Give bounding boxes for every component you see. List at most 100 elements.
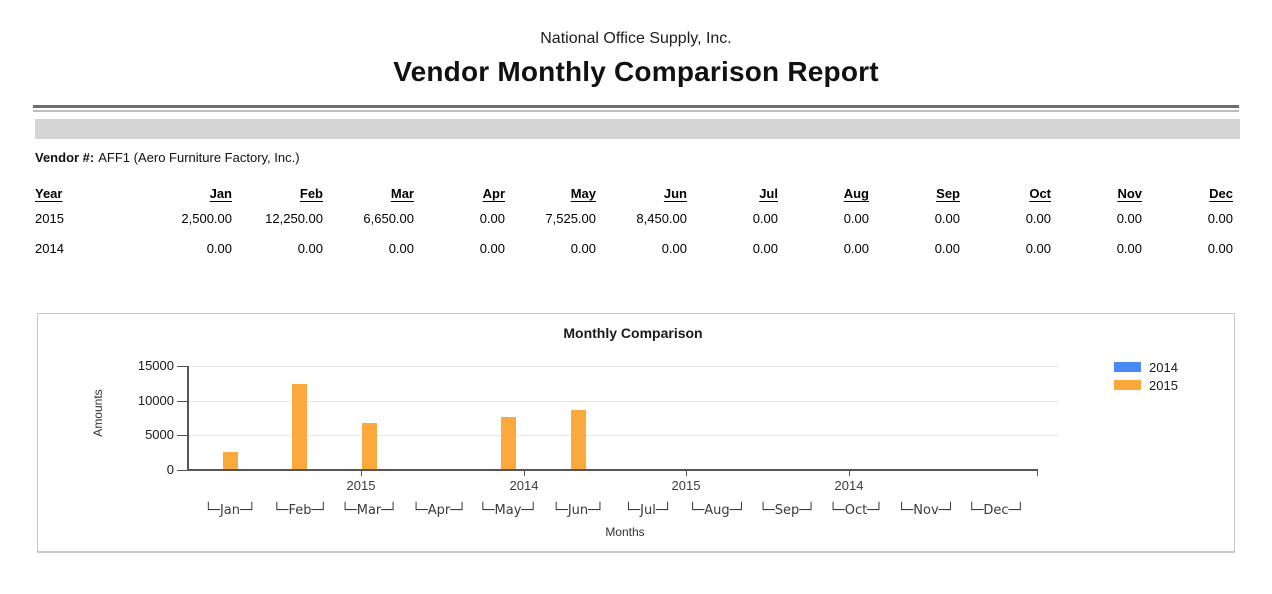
table-header-cell: May	[570, 186, 596, 201]
x-month-label: └─Jul─┘	[624, 503, 672, 518]
x-tick	[524, 471, 525, 476]
table-row: 2015 2,500.00 12,250.00 6,650.00 0.00 7,525.0…	[35, 211, 1233, 241]
x-month-label: └─Feb─┘	[272, 503, 328, 518]
bar-2015-jan	[223, 452, 238, 469]
x-month-label: └─Jan─┘	[204, 503, 256, 518]
table-header-cell: Aug	[843, 186, 869, 201]
x-axis-end-tick	[1037, 471, 1038, 476]
table-cell: 0.00	[843, 241, 869, 256]
table-header-cell: Jan	[209, 186, 232, 201]
table-cell: 8,450.00	[636, 211, 687, 226]
table-header-cell: Oct	[1029, 186, 1051, 201]
gridline	[188, 366, 1059, 367]
table-cell: 0.00	[388, 241, 414, 256]
y-tick-label: 5000	[145, 427, 174, 442]
table-cell-year: 2014	[35, 241, 64, 256]
vendor-value: AFF1 (Aero Furniture Factory, Inc.)	[98, 150, 300, 165]
gridline	[188, 435, 1059, 436]
x-axis-label: Months	[605, 525, 645, 539]
x-month-label: └─Sep─┘	[759, 503, 815, 518]
x-month-label: └─Aug─┘	[688, 503, 746, 518]
vendor-label: Vendor #:	[35, 150, 95, 165]
table-header-cell: Nov	[1117, 186, 1142, 201]
table-cell: 0.00	[934, 211, 960, 226]
bar-2015-mar	[362, 423, 377, 469]
page-title: Vendor Monthly Comparison Report	[393, 56, 879, 87]
table-cell: 2,500.00	[181, 211, 232, 226]
x-tick	[686, 471, 687, 476]
y-tick	[177, 435, 188, 436]
y-tick	[177, 470, 188, 471]
table-cell: 0.00	[752, 241, 778, 256]
legend-swatch-2014	[1114, 362, 1141, 372]
x-month-label: └─Oct─┘	[829, 503, 883, 518]
table-header-cell: Feb	[299, 186, 323, 201]
x-month-label: └─Jun─┘	[552, 503, 604, 518]
x-month-label: └─Apr─┘	[412, 503, 466, 518]
y-tick	[177, 401, 188, 402]
chart-title: Monthly Comparison	[563, 325, 703, 341]
legend-label: 2014	[1149, 359, 1178, 375]
x-month-label: └─Dec─┘	[967, 503, 1025, 518]
table-cell: 0.00	[1207, 211, 1233, 226]
table-cell: 0.00	[297, 241, 323, 256]
table-cell: 0.00	[661, 241, 687, 256]
y-axis-line	[187, 366, 189, 471]
x-year-label: 2015	[671, 478, 701, 493]
table-cell: 0.00	[1116, 241, 1142, 256]
gridline	[188, 401, 1059, 402]
table-header-cell: Mar	[390, 186, 414, 201]
chart-panel: Monthly Comparison Amounts Months 2014 20…	[37, 313, 1235, 553]
table-header-cell: Jun	[663, 186, 687, 201]
table-cell: 0.00	[570, 241, 596, 256]
monthly-table: Year Jan Feb Mar Apr May Jun Jul Aug Sep Oct Nov Dec…	[35, 186, 1233, 271]
x-tick	[361, 471, 362, 476]
legend-item: 2014	[1114, 358, 1178, 376]
x-year-label: 2014	[509, 478, 539, 493]
y-tick-label: 15000	[137, 358, 174, 373]
bar-2015-may	[501, 417, 516, 469]
company-name: National Office Supply, Inc.	[540, 30, 732, 47]
table-header-cell: Dec	[1209, 186, 1233, 201]
table-cell: 7,525.00	[545, 211, 596, 226]
table-cell: 0.00	[843, 211, 869, 226]
x-month-label: └─Mar─┘	[341, 503, 397, 518]
y-tick	[177, 366, 188, 367]
y-tick-label: 0	[166, 462, 174, 477]
bar-2015-feb	[292, 384, 307, 469]
x-year-label: 2015	[346, 478, 376, 493]
y-tick-label: 10000	[137, 393, 174, 408]
table-cell: 0.00	[752, 211, 778, 226]
table-cell: 12,250.00	[265, 211, 323, 226]
table-cell: 0.00	[479, 211, 505, 226]
table-row: 2014 0.00 0.00 0.00 0.00 0.00 0.00 0.00 0.00 0.00…	[35, 241, 1233, 271]
table-cell: 6,650.00	[363, 211, 414, 226]
table-header-cell: Sep	[936, 186, 960, 201]
table-header-cell: Year	[35, 186, 63, 201]
legend: 2014 2015	[1114, 358, 1178, 394]
x-axis-line	[187, 469, 1038, 471]
table-cell: 0.00	[479, 241, 505, 256]
section-bar	[35, 119, 1240, 139]
x-month-label: └─Nov─┘	[897, 503, 955, 518]
legend-swatch-2015	[1114, 380, 1141, 390]
x-year-label: 2014	[834, 478, 864, 493]
y-axis-label: Amounts	[91, 389, 105, 437]
table-cell: 0.00	[1025, 211, 1051, 226]
table-header-cell: Apr	[482, 186, 505, 201]
table-cell: 0.00	[1116, 211, 1142, 226]
table-cell: 0.00	[934, 241, 960, 256]
table-cell: 0.00	[206, 241, 232, 256]
legend-item: 2015	[1114, 376, 1178, 394]
x-tick	[849, 471, 850, 476]
legend-label: 2015	[1149, 377, 1178, 393]
table-cell-year: 2015	[35, 211, 64, 226]
vendor-line: Vendor #: AFF1 (Aero Furniture Factory, I…	[35, 150, 1272, 165]
bar-2015-jun	[571, 410, 586, 469]
x-month-label: └─May─┘	[478, 503, 538, 518]
divider-light	[33, 110, 1239, 112]
table-cell: 0.00	[1207, 241, 1233, 256]
divider-dark	[33, 105, 1239, 108]
table-cell: 0.00	[1025, 241, 1051, 256]
table-header-cell: Jul	[759, 186, 778, 201]
